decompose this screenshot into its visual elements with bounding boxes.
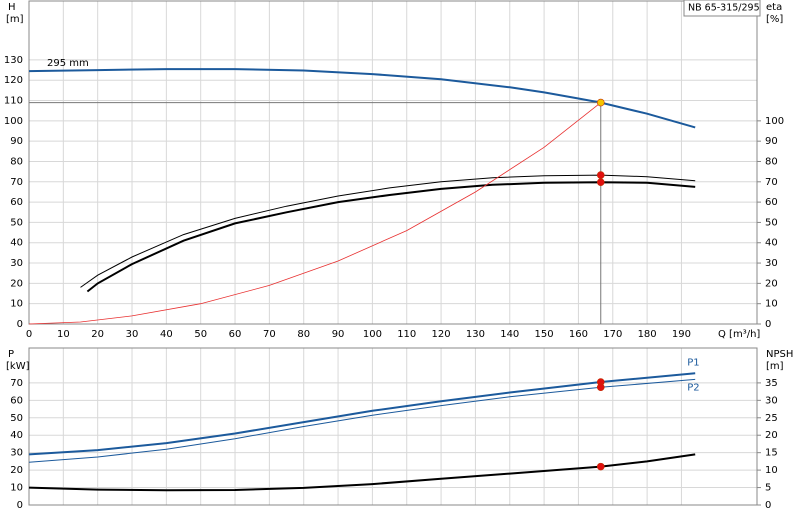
y-tick-label: 70 xyxy=(10,378,23,389)
x-tick-label: 190 xyxy=(672,329,691,340)
y2-axis-label: NPSH xyxy=(766,349,793,360)
y2-tick-label: 15 xyxy=(765,448,778,459)
y2-tick-label: 70 xyxy=(765,177,778,188)
y2-tick-label: 0 xyxy=(765,500,771,511)
y-axis-label: P xyxy=(8,349,14,360)
y2-tick-label: 50 xyxy=(765,217,778,228)
x-tick-label: 60 xyxy=(229,329,242,340)
curve xyxy=(28,378,696,463)
y-tick-label: 50 xyxy=(10,413,23,424)
x-tick-label: 130 xyxy=(466,329,485,340)
y2-tick-label: 10 xyxy=(765,299,778,310)
y-tick-label: 50 xyxy=(10,217,23,228)
x-tick-label: 110 xyxy=(397,329,416,340)
x-tick-label: 160 xyxy=(569,329,588,340)
operating-point xyxy=(596,462,605,471)
y-tick-label: 120 xyxy=(4,75,23,86)
curve xyxy=(80,174,696,288)
title-box xyxy=(683,0,761,17)
y-tick-label: 100 xyxy=(4,116,23,127)
y-tick-label: 0 xyxy=(17,500,23,511)
series-label: P1 xyxy=(687,357,699,368)
x-tick-label: 100 xyxy=(363,329,382,340)
y2-tick-label: 90 xyxy=(765,136,778,147)
y2-tick-label: 30 xyxy=(765,395,778,406)
x-tick-label: 80 xyxy=(297,329,310,340)
curve xyxy=(28,372,696,456)
y-axis-unit: [m] xyxy=(6,14,24,25)
y-tick-label: 10 xyxy=(10,299,23,310)
y-axis-label: H xyxy=(8,2,16,13)
curve xyxy=(28,102,602,325)
y-axis-unit: [kW] xyxy=(6,361,30,372)
y-tick-label: 10 xyxy=(10,483,23,494)
y2-tick-label: 80 xyxy=(765,156,778,167)
series-label: P2 xyxy=(687,382,699,393)
y-tick-label: 40 xyxy=(10,430,23,441)
y2-tick-label: 60 xyxy=(765,197,778,208)
y-tick-label: 80 xyxy=(10,156,23,167)
y-tick-label: 90 xyxy=(10,136,23,147)
y-tick-label: 130 xyxy=(4,55,23,66)
y-tick-label: 60 xyxy=(10,197,23,208)
x-tick-label: 40 xyxy=(160,329,173,340)
chart-title: NB 65-315/295 xyxy=(688,3,760,14)
x-tick-label: 20 xyxy=(91,329,104,340)
y2-tick-label: 20 xyxy=(765,278,778,289)
x-axis-label: Q [m³/h] xyxy=(718,329,760,340)
y-tick-label: 20 xyxy=(10,278,23,289)
y2-axis-label: eta xyxy=(766,2,782,13)
y-tick-label: 30 xyxy=(10,258,23,269)
y-tick-label: 30 xyxy=(10,448,23,459)
x-tick-label: 170 xyxy=(603,329,622,340)
y-tick-label: 70 xyxy=(10,177,23,188)
x-tick-label: 0 xyxy=(26,329,32,340)
x-tick-label: 30 xyxy=(126,329,139,340)
y2-tick-label: 40 xyxy=(765,238,778,249)
y2-tick-label: 5 xyxy=(765,483,771,494)
operating-point xyxy=(596,178,605,187)
x-tick-label: 70 xyxy=(263,329,276,340)
operating-point xyxy=(596,383,605,392)
curve xyxy=(86,181,696,293)
x-tick-label: 140 xyxy=(500,329,519,340)
annotation: 295 mm xyxy=(47,58,89,69)
y-tick-label: 40 xyxy=(10,238,23,249)
x-tick-label: 10 xyxy=(57,329,70,340)
y2-tick-label: 30 xyxy=(765,258,778,269)
y2-tick-label: 25 xyxy=(765,413,778,424)
x-tick-label: 50 xyxy=(194,329,207,340)
x-tick-label: 120 xyxy=(432,329,451,340)
plot-frame xyxy=(28,0,758,325)
x-tick-label: 150 xyxy=(535,329,554,340)
x-tick-label: 180 xyxy=(638,329,657,340)
y-tick-label: 20 xyxy=(10,465,23,476)
y2-tick-label: 35 xyxy=(765,378,778,389)
y2-tick-label: 20 xyxy=(765,430,778,441)
operating-point xyxy=(596,98,605,107)
y2-axis-unit: [m] xyxy=(766,361,784,372)
curve xyxy=(28,453,696,492)
x-tick-label: 90 xyxy=(332,329,345,340)
y-tick-label: 60 xyxy=(10,395,23,406)
y2-tick-label: 0 xyxy=(765,319,771,330)
y2-tick-label: 100 xyxy=(765,116,784,127)
y-tick-label: 0 xyxy=(17,319,23,330)
y2-axis-unit: [%] xyxy=(766,14,783,25)
y-tick-label: 110 xyxy=(4,96,23,107)
y2-tick-label: 10 xyxy=(765,465,778,476)
plot-frame xyxy=(28,347,758,506)
operating-point xyxy=(596,171,605,179)
